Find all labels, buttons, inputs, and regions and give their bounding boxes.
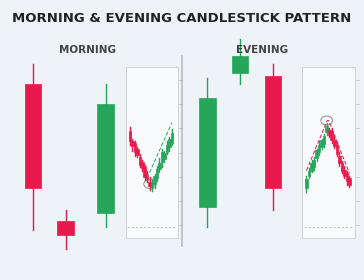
- Bar: [331, 131, 333, 140]
- Bar: [129, 131, 131, 141]
- Bar: [168, 139, 171, 147]
- Bar: [126, 67, 178, 238]
- Bar: [153, 176, 156, 184]
- Bar: [348, 178, 351, 185]
- Bar: [338, 156, 341, 163]
- Bar: [156, 169, 158, 178]
- Bar: [25, 84, 41, 188]
- Bar: [136, 149, 139, 155]
- Bar: [320, 140, 323, 147]
- Bar: [170, 132, 173, 143]
- Bar: [161, 152, 163, 162]
- Bar: [146, 175, 149, 180]
- Bar: [341, 163, 343, 171]
- Bar: [232, 56, 249, 73]
- Bar: [323, 136, 325, 144]
- Bar: [310, 163, 313, 171]
- Text: MORNING: MORNING: [59, 45, 116, 55]
- Bar: [265, 76, 281, 188]
- Bar: [333, 140, 336, 146]
- Bar: [98, 104, 114, 213]
- Bar: [163, 153, 166, 159]
- Bar: [149, 182, 151, 186]
- Bar: [151, 182, 153, 188]
- Bar: [328, 130, 331, 136]
- Bar: [325, 126, 328, 132]
- Bar: [343, 170, 346, 176]
- Bar: [58, 221, 74, 235]
- Bar: [199, 98, 216, 207]
- Bar: [158, 162, 161, 169]
- Bar: [143, 167, 146, 177]
- Bar: [315, 150, 318, 158]
- Text: MORNING & EVENING CANDLESTICK PATTERN: MORNING & EVENING CANDLESTICK PATTERN: [12, 12, 352, 25]
- Text: EVENING: EVENING: [236, 45, 288, 55]
- Bar: [134, 143, 136, 151]
- Bar: [305, 179, 308, 188]
- Bar: [141, 162, 143, 168]
- Bar: [336, 144, 338, 154]
- Bar: [131, 141, 134, 146]
- Bar: [308, 171, 310, 176]
- Bar: [302, 67, 355, 238]
- Bar: [313, 160, 315, 167]
- Bar: [346, 173, 348, 181]
- Bar: [166, 145, 168, 151]
- Bar: [318, 144, 320, 152]
- Bar: [139, 157, 141, 165]
